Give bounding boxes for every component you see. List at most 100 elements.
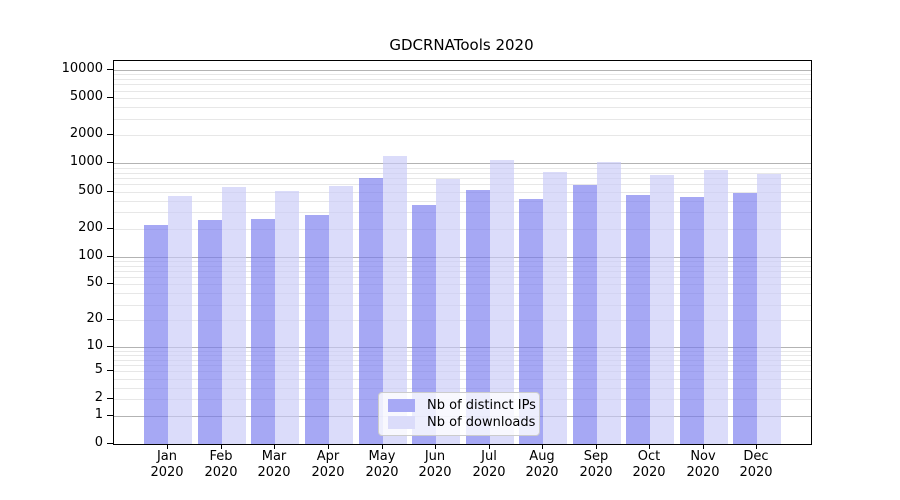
gridline-minor-3: [114, 387, 811, 389]
y-tick-mark-20: [107, 319, 113, 320]
y-tick-mark-1000: [107, 162, 113, 163]
x-tick-label-year: 2020: [418, 465, 452, 480]
gridline-major-1000: [114, 163, 811, 165]
gridline-minor-80: [114, 265, 811, 267]
x-tick-label-year: 2020: [204, 465, 238, 480]
y-tick-mark-1: [107, 415, 113, 416]
gridline-minor-5: [114, 371, 811, 373]
bar-downloads-sep: [597, 162, 621, 444]
y-tick-mark-500: [107, 191, 113, 192]
bar-downloads-jan: [168, 196, 192, 444]
gridline-minor-9: [114, 350, 811, 352]
legend-item-downloads: Nb of downloads: [388, 415, 535, 430]
y-tick-label-2000: 2000: [69, 126, 103, 141]
y-tick-mark-100: [107, 256, 113, 257]
bar-distinct-ips-sep: [573, 185, 597, 444]
y-tick-label-5000: 5000: [69, 89, 103, 104]
x-tick-label-month: Oct: [637, 449, 661, 464]
bar-distinct-ips-oct: [626, 195, 650, 444]
x-tick-label-jul: Jul 2020: [457, 449, 521, 481]
bar-downloads-feb: [222, 187, 246, 444]
gridline-minor-20: [114, 320, 811, 322]
x-tick-label-aug: Aug 2020: [510, 449, 574, 481]
bar-distinct-ips-nov: [680, 197, 704, 444]
gridline-minor-700: [114, 177, 811, 179]
x-tick-label-month: Apr: [316, 449, 340, 464]
y-tick-label-50: 50: [86, 275, 103, 290]
y-tick-mark-10000: [107, 69, 113, 70]
bar-downloads-apr: [329, 186, 353, 444]
x-tick-label-month: Dec: [743, 449, 769, 464]
gridline-minor-4: [114, 378, 811, 380]
x-tick-label-jun: Jun 2020: [403, 449, 467, 481]
x-tick-mark-nov: [703, 444, 704, 449]
x-tick-label-year: 2020: [579, 465, 613, 480]
bar-distinct-ips-feb: [198, 220, 222, 444]
gridline-minor-400: [114, 200, 811, 202]
x-tick-label-nov: Nov 2020: [671, 449, 735, 481]
y-tick-mark-50: [107, 283, 113, 284]
x-tick-label-may: May 2020: [350, 449, 414, 481]
x-tick-label-year: 2020: [365, 465, 399, 480]
legend: Nb of distinct IPs Nb of downloads: [378, 392, 540, 436]
x-tick-label-feb: Feb 2020: [189, 449, 253, 481]
gridline-minor-30: [114, 304, 811, 306]
bar-downloads-oct: [650, 175, 674, 444]
gridline-minor-60: [114, 277, 811, 279]
x-tick-label-year: 2020: [257, 465, 291, 480]
x-tick-label-year: 2020: [632, 465, 666, 480]
x-tick-label-oct: Oct 2020: [617, 449, 681, 481]
gridline-minor-4000: [114, 107, 811, 109]
x-tick-label-month: Jan: [156, 449, 178, 464]
y-tick-label-1: 1: [94, 407, 103, 422]
gridline-minor-70: [114, 270, 811, 272]
x-tick-label-dec: Dec 2020: [724, 449, 788, 481]
x-tick-mark-oct: [649, 444, 650, 449]
y-tick-label-100: 100: [78, 248, 103, 263]
gridline-minor-8: [114, 354, 811, 356]
x-tick-mark-jan: [167, 444, 168, 449]
x-tick-label-month: Sep: [583, 449, 609, 464]
gridline-minor-90: [114, 260, 811, 262]
x-tick-mark-dec: [756, 444, 757, 449]
y-tick-mark-5: [107, 370, 113, 371]
gridline-minor-200: [114, 228, 811, 230]
gridline-minor-500: [114, 191, 811, 193]
legend-label: Nb of downloads: [427, 415, 536, 430]
x-tick-mark-jul: [489, 444, 490, 449]
y-tick-label-0: 0: [94, 435, 103, 450]
x-tick-label-sep: Sep 2020: [564, 449, 628, 481]
x-tick-label-year: 2020: [739, 465, 773, 480]
legend-item-distinct-ips: Nb of distinct IPs: [388, 398, 536, 413]
x-tick-mark-feb: [221, 444, 222, 449]
x-tick-label-month: Jul: [481, 449, 497, 464]
gridline-minor-6000: [114, 90, 811, 92]
y-tick-mark-0: [107, 443, 113, 444]
y-tick-mark-10: [107, 346, 113, 347]
bar-distinct-ips-mar: [251, 219, 275, 444]
gridline-minor-3000: [114, 118, 811, 120]
y-tick-label-10000: 10000: [61, 61, 103, 76]
gridline-minor-300: [114, 212, 811, 214]
x-tick-label-year: 2020: [686, 465, 720, 480]
x-tick-label-year: 2020: [472, 465, 506, 480]
y-tick-label-20: 20: [86, 311, 103, 326]
gridline-minor-7: [114, 359, 811, 361]
legend-swatch-icon: [388, 416, 415, 429]
y-tick-mark-200: [107, 228, 113, 229]
y-tick-label-5: 5: [94, 362, 103, 377]
y-tick-mark-2: [107, 398, 113, 399]
gridline-minor-40: [114, 293, 811, 295]
gridline-minor-2000: [114, 135, 811, 137]
x-tick-mark-may: [382, 444, 383, 449]
gridline-minor-600: [114, 184, 811, 186]
bar-downloads-dec: [757, 174, 781, 444]
x-tick-label-month: Mar: [261, 449, 287, 464]
legend-swatch-icon: [388, 399, 415, 412]
gridline-minor-800: [114, 172, 811, 174]
x-tick-label-month: Nov: [690, 449, 716, 464]
y-tick-label-10: 10: [86, 338, 103, 353]
bar-distinct-ips-dec: [733, 193, 757, 444]
gridline-major-10000: [114, 69, 811, 71]
